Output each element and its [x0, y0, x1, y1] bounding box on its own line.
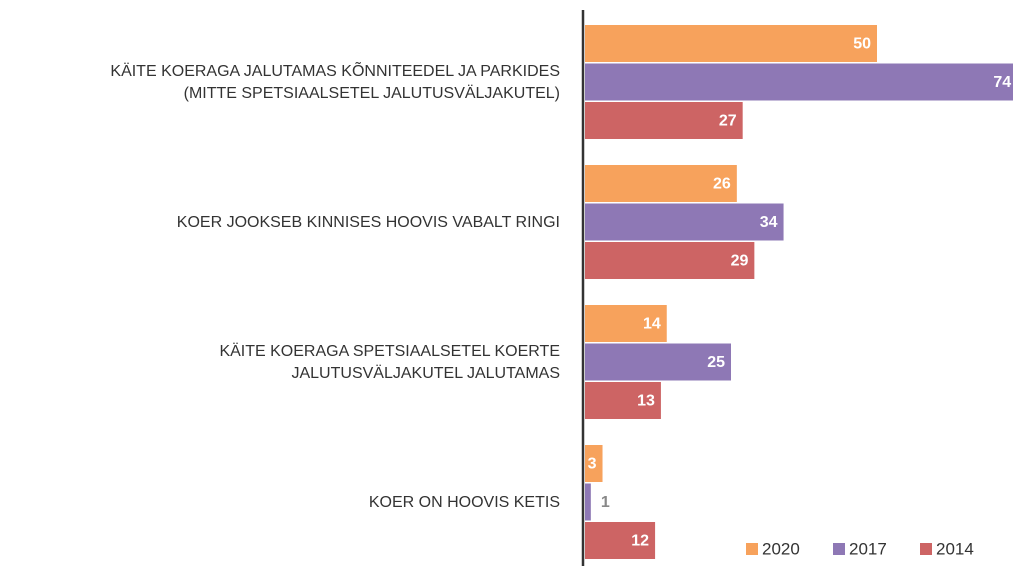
data-label: 13	[637, 393, 655, 410]
bar	[585, 102, 743, 139]
bar	[585, 63, 1013, 101]
data-label: 50	[853, 36, 871, 53]
bar	[585, 445, 603, 482]
category-label: KOER ON HOOVIS KETIS	[368, 493, 560, 511]
data-label: 26	[713, 176, 731, 193]
legend-label: 2020	[762, 539, 800, 558]
data-label: 34	[760, 214, 778, 231]
data-label: 25	[707, 354, 725, 371]
legend-swatch	[746, 543, 758, 555]
data-label: 1	[601, 494, 610, 511]
data-label: 14	[643, 316, 661, 333]
data-label: 12	[631, 533, 649, 550]
bar	[585, 242, 755, 279]
data-label: 74	[993, 74, 1011, 91]
data-label: 29	[731, 253, 749, 270]
bar	[585, 483, 591, 521]
category-label: KOER JOOKSEB KINNISES HOOVIS VABALT RING…	[176, 213, 560, 231]
category-label: KÄITE KOERAGA JALUTAMAS KÕNNITEEDEL JA P…	[110, 62, 560, 102]
category-label: KÄITE KOERAGA SPETSIAALSETEL KOERTE JALU…	[219, 342, 560, 382]
bar	[585, 382, 661, 419]
bar	[585, 343, 731, 381]
bar	[585, 305, 667, 342]
bar	[585, 165, 737, 202]
legend-label: 2014	[936, 539, 974, 558]
legend-swatch	[833, 543, 845, 555]
bar	[585, 203, 784, 241]
bar	[585, 522, 656, 559]
legend-label: 2017	[849, 539, 887, 558]
data-label: 27	[719, 113, 737, 130]
bar	[585, 25, 877, 62]
data-label: 3	[588, 456, 597, 473]
legend-swatch	[920, 543, 932, 555]
